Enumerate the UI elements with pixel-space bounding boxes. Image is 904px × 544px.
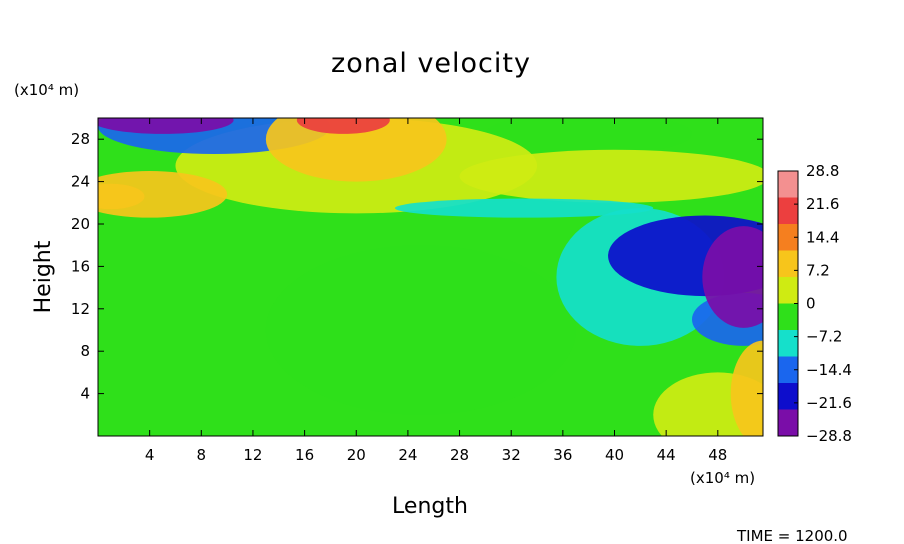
x-tick-label: 4	[145, 446, 155, 464]
colorbar-tick-label: 0	[806, 295, 816, 313]
colorbar-band	[778, 330, 798, 357]
chart-title: zonal velocity	[331, 48, 531, 79]
contour-region	[98, 118, 234, 134]
y-tick-label: 12	[71, 300, 90, 318]
colorbar-band	[778, 383, 798, 410]
contour-region	[265, 118, 447, 182]
colorbar-band	[778, 224, 798, 251]
x-axis-unit: (x10⁴ m)	[690, 469, 755, 487]
time-label: TIME = 1200.0	[736, 527, 848, 544]
y-axis: 4 8 12 16 20 24 28	[71, 130, 763, 403]
contour-region	[702, 226, 763, 328]
colorbar-tick-label: 14.4	[806, 228, 839, 246]
colorbar-tick-label: 7.2	[806, 261, 830, 279]
colorbar-tick-label: −14.4	[806, 361, 852, 379]
x-tick-label: 28	[450, 446, 469, 464]
colorbar-band	[778, 409, 798, 436]
x-tick-label: 48	[708, 446, 727, 464]
colorbar-band	[778, 356, 798, 384]
x-tick-label: 40	[605, 446, 624, 464]
colorbar-band	[778, 171, 798, 198]
y-tick-label: 24	[71, 173, 90, 191]
colorbar-band	[778, 303, 798, 331]
contour-region	[459, 149, 763, 203]
y-tick-label: 8	[80, 342, 90, 360]
contour-region	[485, 118, 692, 156]
y-tick-label: 4	[80, 385, 90, 403]
x-tick-label: 44	[657, 446, 676, 464]
colorbar-tick-label: −7.2	[806, 328, 842, 346]
colorbar-tick-label: −28.8	[806, 427, 852, 445]
colorbar: 28.8 21.6 14.4 7.2 0 −7.2 −14.4 −21.6 −28.8	[777, 162, 852, 445]
contour-region	[730, 340, 763, 436]
colorbar-tick-label: 21.6	[806, 195, 839, 213]
x-tick-label: 32	[502, 446, 521, 464]
field-plot	[97, 117, 764, 437]
y-tick-label: 16	[71, 257, 90, 275]
colorbar-band	[778, 250, 798, 278]
colorbar-tick-label: −21.6	[806, 394, 852, 412]
x-tick-label: 24	[398, 446, 417, 464]
colorbar-band	[778, 277, 798, 304]
contour-region	[98, 171, 228, 218]
x-axis-title: Length	[392, 494, 468, 519]
x-tick-label: 8	[197, 446, 207, 464]
x-tick-label: 16	[295, 446, 314, 464]
plot-frame	[97, 117, 764, 437]
colorbar-band	[778, 197, 798, 225]
contour-region	[98, 183, 145, 210]
y-axis-title: Height	[31, 240, 56, 313]
y-axis-unit: (x10⁴ m)	[14, 81, 79, 99]
y-tick-label: 20	[71, 215, 90, 233]
contour-region	[265, 245, 576, 415]
y-tick-label: 28	[71, 130, 90, 148]
contour-region	[394, 198, 654, 218]
x-tick-label: 36	[553, 446, 572, 464]
field-contours	[98, 118, 763, 436]
x-tick-label: 20	[347, 446, 366, 464]
colorbar-tick-label: 28.8	[806, 162, 839, 180]
contour-region	[296, 118, 390, 134]
x-tick-label: 12	[243, 446, 262, 464]
x-axis: 4 8 12 16 20 24 28 32 36 40 44 48	[145, 118, 727, 464]
